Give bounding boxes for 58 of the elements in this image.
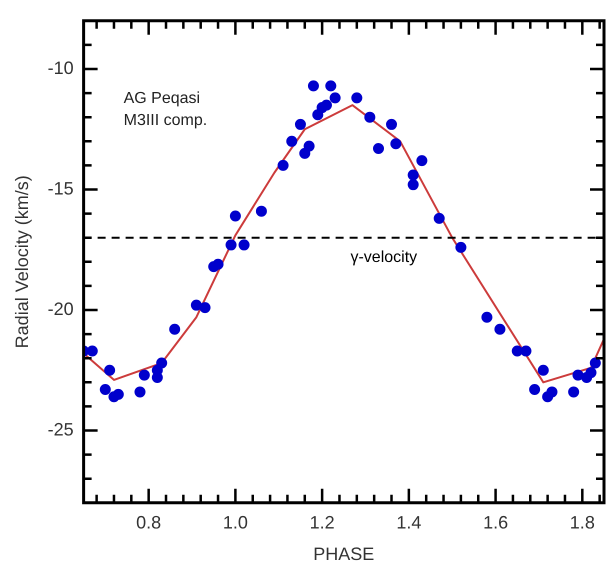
x-tick-label: 0.8 — [136, 512, 162, 533]
point — [572, 370, 584, 381]
x-tick-label: 1.0 — [222, 512, 248, 533]
point — [585, 367, 596, 378]
point — [351, 92, 362, 104]
point — [200, 302, 211, 314]
point — [156, 358, 168, 369]
point — [230, 210, 241, 222]
y-tick-label: -15 — [48, 178, 74, 198]
point — [190, 300, 202, 311]
annotation: M3III comp. — [124, 112, 208, 130]
point — [455, 242, 466, 253]
x-axis-title: PHASE — [313, 544, 374, 564]
point — [138, 370, 150, 381]
point — [238, 239, 250, 250]
point — [256, 206, 267, 217]
point — [546, 386, 558, 398]
point — [169, 324, 180, 335]
point — [134, 386, 146, 398]
point — [320, 100, 332, 111]
point — [286, 136, 298, 147]
point — [481, 312, 492, 323]
x-tick-label: 1.2 — [310, 512, 335, 533]
y-axis-title: Radial Velocity (km/s) — [12, 175, 32, 348]
point — [278, 160, 289, 171]
point — [104, 364, 116, 376]
point — [538, 364, 549, 376]
point — [304, 140, 315, 152]
point — [86, 345, 98, 356]
y-tick-label: -10 — [48, 58, 74, 78]
point — [494, 324, 506, 335]
point — [364, 112, 376, 123]
point — [590, 358, 601, 369]
point — [520, 345, 532, 356]
point — [408, 170, 419, 181]
annotation: AG Peqasi — [124, 90, 200, 108]
point — [373, 143, 384, 154]
x-tick-label: 1.6 — [483, 512, 508, 533]
point — [529, 384, 540, 396]
point — [325, 80, 336, 92]
point — [386, 118, 398, 130]
point — [308, 80, 319, 92]
x-tick-label: 1.8 — [570, 512, 595, 533]
point — [408, 179, 419, 190]
y-tick-label: -25 — [48, 419, 74, 440]
y-tick-label: -20 — [48, 298, 74, 319]
point — [100, 384, 111, 396]
point — [390, 138, 402, 150]
point — [330, 92, 341, 104]
point — [434, 212, 445, 224]
point — [568, 386, 580, 398]
point — [294, 118, 306, 130]
point — [112, 388, 124, 400]
point — [226, 239, 237, 250]
x-tick-label: 1.4 — [396, 512, 422, 533]
ref-line-label: γ-velocity — [350, 249, 418, 266]
point — [212, 258, 224, 270]
point — [416, 155, 428, 166]
